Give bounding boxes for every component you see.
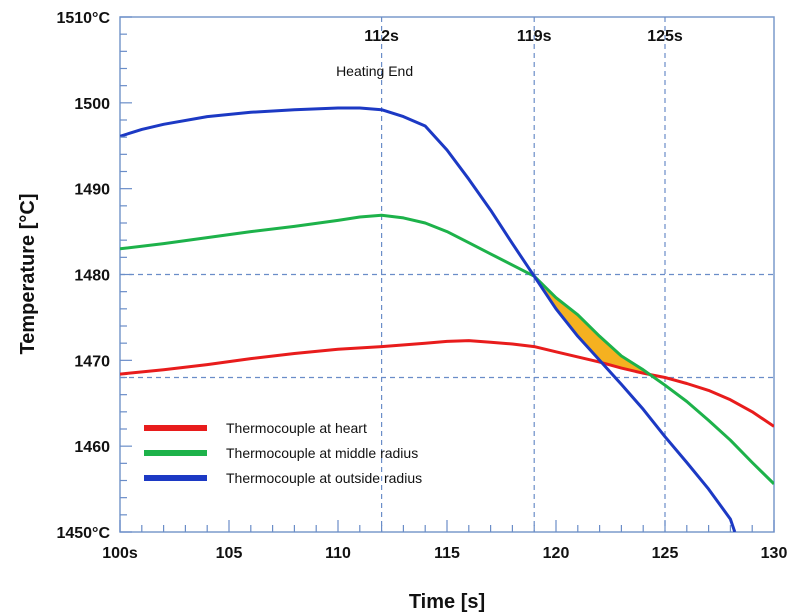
legend: Thermocouple at heart Thermocouple at mid… <box>144 420 422 486</box>
y-tick-label-1: 1460 <box>74 439 110 456</box>
x-tick-label-0: 100s <box>102 545 138 562</box>
legend-label-0: Thermocouple at heart <box>226 420 367 436</box>
marker-labels: 112s 119s 125s <box>364 28 683 45</box>
axis-tick-labels: 100s 105 110 115 120 125 130 1450°C 1460 1470 1480… <box>56 10 787 562</box>
y-axis-title: Temperature [°C] <box>17 194 39 355</box>
x-tick-label-5: 125 <box>652 545 679 562</box>
y-tick-label-6: 1510°C <box>56 10 110 27</box>
marker-label-0: 112s <box>364 28 399 45</box>
x-axis-title: Time [s] <box>409 591 485 613</box>
series-line-1 <box>120 213 774 485</box>
y-tick-label-0: 1450°C <box>56 525 110 542</box>
axis-ticks <box>119 16 775 533</box>
legend-label-1: Thermocouple at middle radius <box>226 445 418 461</box>
series-lines <box>120 106 774 532</box>
x-tick-label-1: 105 <box>216 545 243 562</box>
y-tick-label-4: 1490 <box>74 182 110 199</box>
series-line-2 <box>120 106 737 532</box>
y-tick-label-3: 1480 <box>74 268 110 285</box>
series-line-0 <box>120 339 774 428</box>
x-tick-label-3: 115 <box>434 545 460 562</box>
x-tick-label-4: 120 <box>543 545 570 562</box>
heating-end-annotation: Heating End <box>336 63 413 79</box>
legend-label-2: Thermocouple at outside radius <box>226 470 422 486</box>
x-tick-label-6: 130 <box>761 545 788 562</box>
marker-label-2: 125s <box>647 28 683 45</box>
x-tick-label-2: 110 <box>325 545 351 562</box>
y-tick-label-5: 1500 <box>74 96 110 113</box>
y-tick-label-2: 1470 <box>74 353 110 370</box>
marker-label-1: 119s <box>517 28 552 45</box>
